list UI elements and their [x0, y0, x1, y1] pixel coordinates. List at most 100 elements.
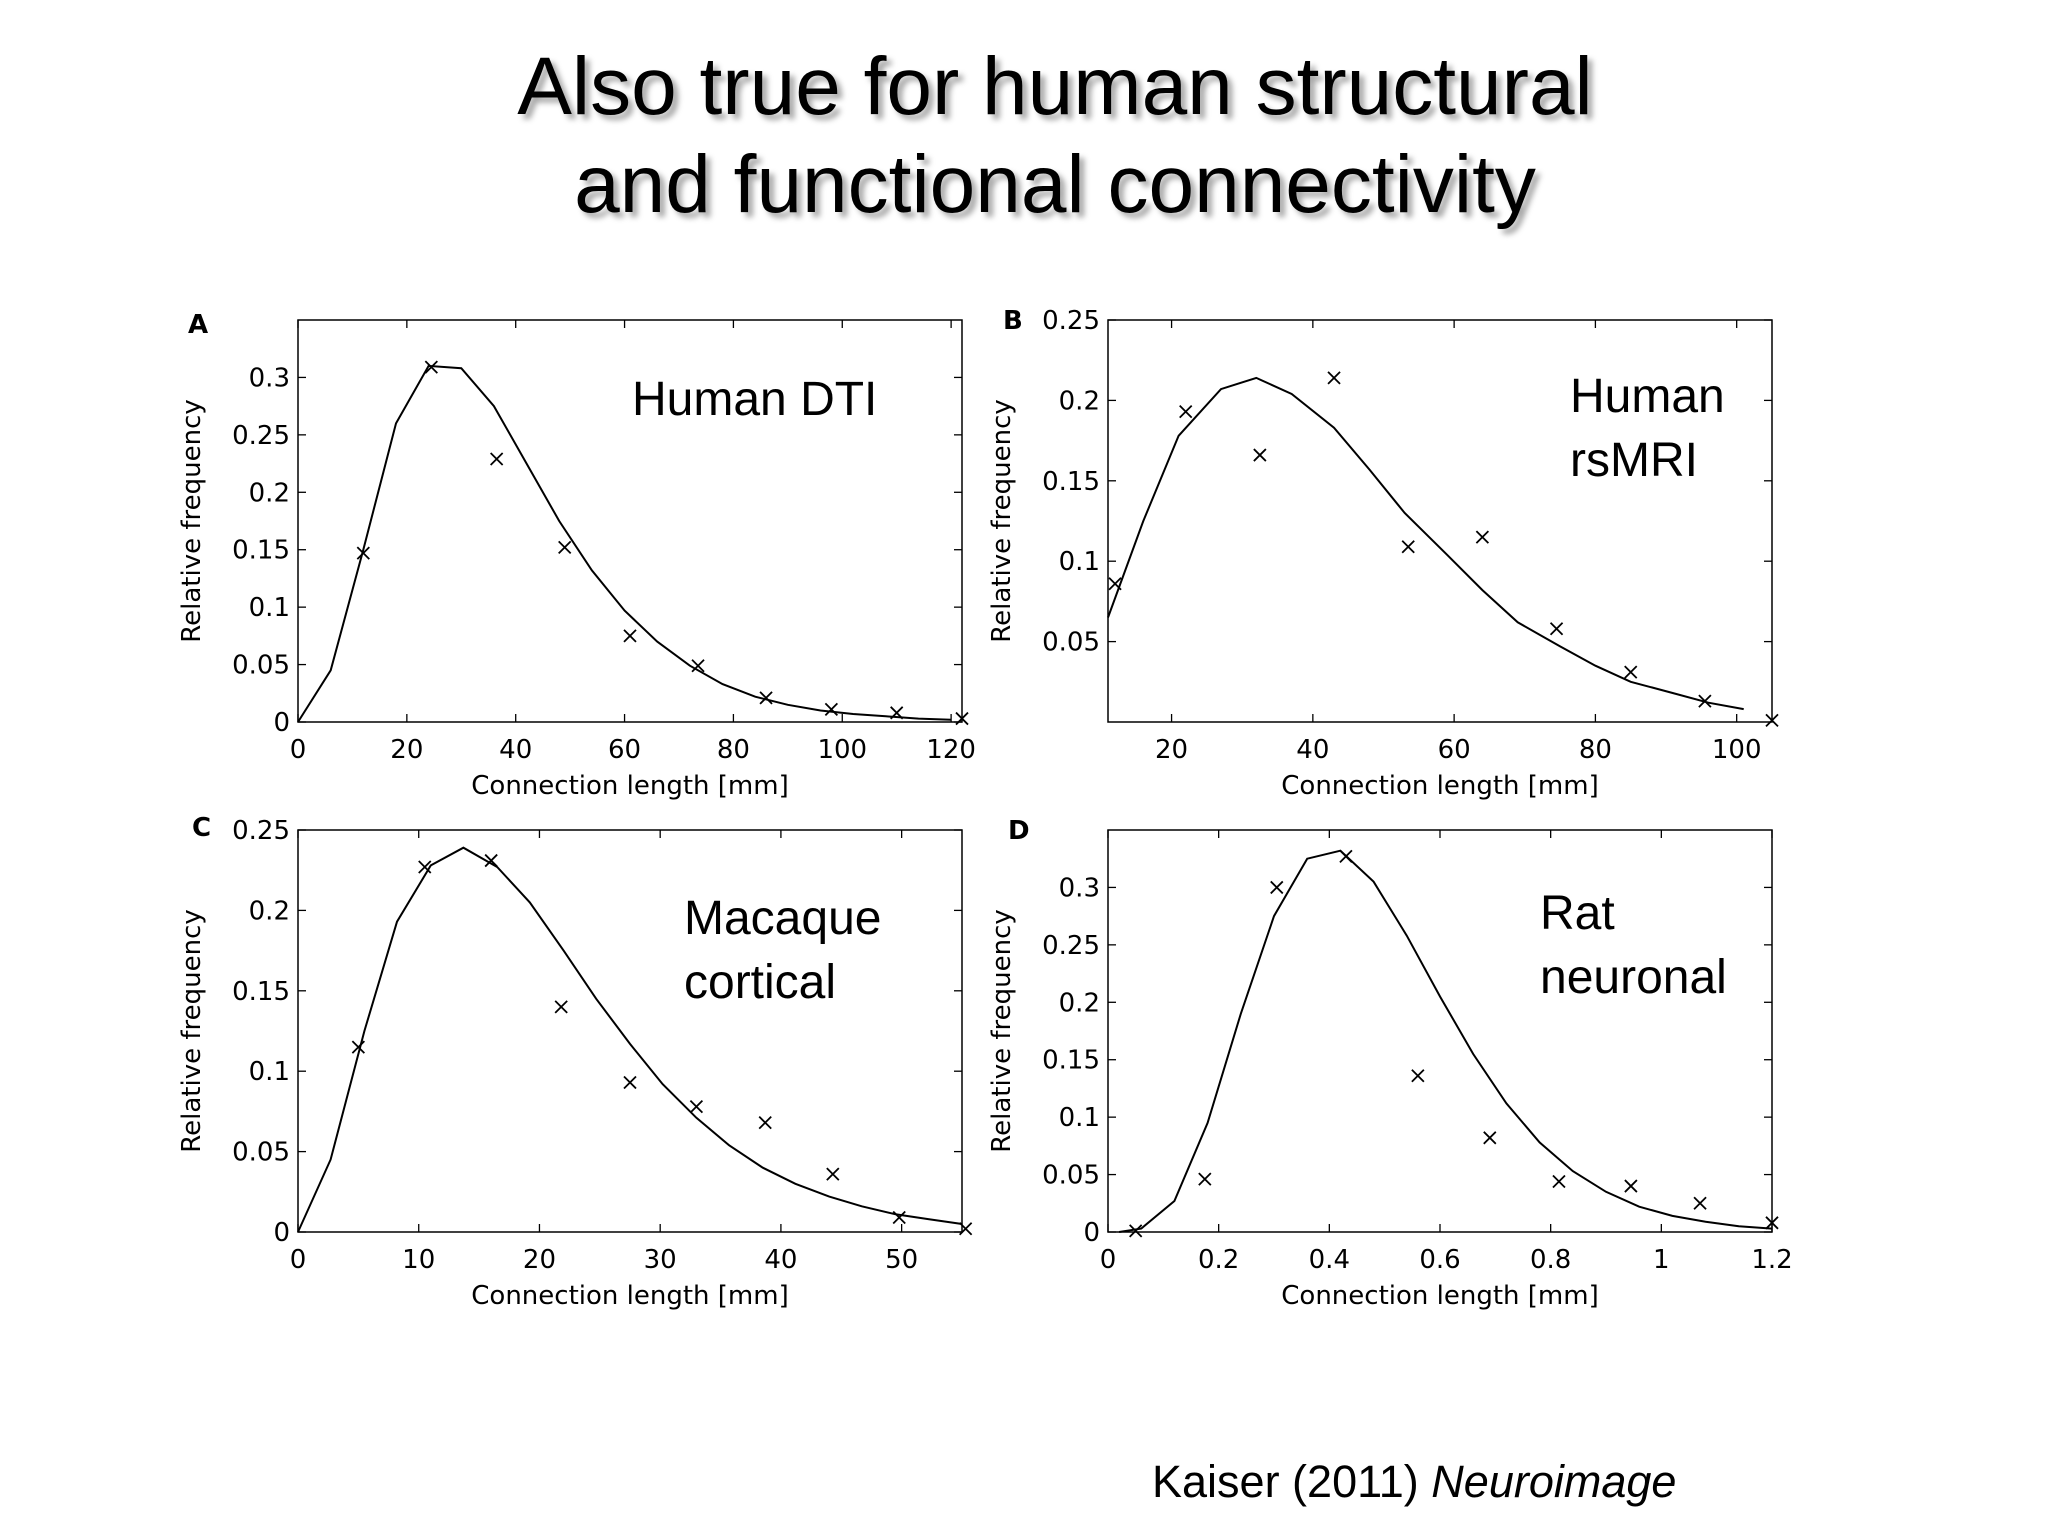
x-tick-label: 0.2 [1198, 1245, 1239, 1275]
data-point-marker [892, 1210, 906, 1225]
data-point-marker [1624, 1179, 1638, 1193]
data-point-marker [424, 360, 438, 374]
data-point-marker [1129, 1224, 1143, 1238]
data-point-marker [351, 1040, 366, 1054]
x-tick-label: 10 [402, 1245, 435, 1275]
y-tick-label: 0.1 [1059, 1103, 1100, 1133]
x-tick-label: 0 [290, 735, 307, 765]
data-point-marker [691, 659, 705, 673]
slide-title-line-1: Also true for human structural [517, 41, 1593, 132]
x-axis-label: Connection length [mm] [1281, 1281, 1598, 1311]
fit-curve [297, 846, 963, 1233]
data-point-marker [418, 860, 432, 874]
x-tick-label: 20 [1155, 735, 1188, 765]
y-tick-label: 0.25 [1042, 306, 1100, 336]
data-point-marker [1552, 1174, 1566, 1189]
data-point-marker [1270, 880, 1284, 895]
x-tick-label: 120 [926, 735, 976, 765]
x-axis-label: Connection length [mm] [1281, 771, 1598, 801]
data-point-marker [1549, 622, 1564, 636]
panel-annotation-line: cortical [684, 956, 836, 1009]
x-tick-label: 100 [817, 735, 867, 765]
x-tick-label: 60 [1438, 735, 1471, 765]
data-point-marker [554, 1000, 568, 1014]
data-point-marker [623, 629, 637, 643]
panel-c: 0 10 20 30 40 50 0 0.05 0.1 0.15 0.2 0.25 Connection… [177, 813, 973, 1311]
y-tick-label: 0.2 [249, 896, 290, 926]
y-tick-label: 0 [273, 708, 290, 738]
data-point-marker [490, 452, 504, 466]
y-tick-label: 0.05 [1042, 1161, 1100, 1191]
x-tick-label: 0 [1100, 1245, 1117, 1275]
data-point-marker [955, 711, 969, 726]
fit-curve [297, 364, 952, 723]
y-tick-label: 0.1 [249, 1057, 290, 1087]
y-tick-label: 0.3 [1059, 873, 1100, 903]
y-tick-label: 0.2 [1059, 386, 1100, 416]
x-tick-label: 0 [290, 1245, 307, 1275]
data-point-marker [1765, 1216, 1779, 1230]
data-point-marker [689, 1099, 704, 1114]
data-point-marker [356, 546, 370, 560]
y-tick-label: 0.3 [249, 363, 290, 393]
citation-journal: Neuroimage [1431, 1456, 1677, 1507]
x-tick-label: 60 [608, 735, 641, 765]
y-axis-label: Relative frequency [177, 909, 207, 1153]
y-tick-label: 0 [1083, 1218, 1100, 1248]
data-point-marker [1108, 577, 1122, 591]
x-tick-label: 30 [644, 1245, 677, 1275]
panel-annotation-line: rsMRI [1570, 434, 1698, 487]
citation: Kaiser (2011) Neuroimage [1152, 1456, 1676, 1508]
panel-annotation-line: Human [1570, 370, 1725, 423]
data-point-marker [558, 540, 572, 555]
slide-title: Also true for human structural and funct… [0, 38, 2048, 234]
data-point-marker [484, 853, 498, 868]
panel-annotation-line: Macaque [684, 892, 881, 945]
y-tick-label: 0.15 [1042, 467, 1100, 497]
y-tick-label: 0 [273, 1218, 290, 1248]
x-tick-label: 1.2 [1751, 1245, 1792, 1275]
x-tick-label: 40 [499, 735, 532, 765]
panel-annotation-line: Human DTI [632, 373, 877, 426]
data-point-marker [1624, 665, 1638, 679]
panel-label: B [1003, 306, 1023, 336]
x-tick-label: 0.6 [1419, 1245, 1460, 1275]
fit-curve [1118, 849, 1773, 1233]
panel-annotation-line: neuronal [1540, 951, 1727, 1004]
data-point-marker [1411, 1069, 1425, 1083]
y-tick-label: 0.2 [1059, 988, 1100, 1018]
y-tick-label: 0.25 [232, 421, 290, 451]
panel-annotation-line: Rat [1540, 887, 1615, 940]
plot-frame [297, 319, 963, 723]
x-tick-label: 80 [1579, 735, 1612, 765]
x-tick-label: 40 [764, 1245, 797, 1275]
data-point-marker [759, 691, 773, 705]
y-tick-label: 0.15 [1042, 1046, 1100, 1076]
y-axis-label: Relative frequency [987, 399, 1017, 643]
citation-author: Kaiser (2011) [1152, 1456, 1432, 1507]
y-tick-label: 0.25 [1042, 931, 1100, 961]
panel-label: D [1008, 816, 1030, 846]
data-point-marker [1339, 849, 1353, 864]
data-point-marker [1693, 1196, 1707, 1210]
y-tick-label: 0.05 [232, 1138, 290, 1168]
data-point-marker [623, 1075, 637, 1090]
panel-a: 0 20 40 60 80 100 120 0 0.05 0.1 0.15 0.2 0.25 0.3 Con… [177, 310, 976, 801]
data-point-marker [1698, 694, 1712, 708]
y-tick-label: 0.05 [232, 651, 290, 681]
x-tick-label: 0.4 [1309, 1245, 1350, 1275]
y-tick-label: 0.1 [249, 593, 290, 623]
data-point-marker [1475, 530, 1490, 544]
data-point-marker [1179, 405, 1193, 419]
y-tick-label: 0.05 [1042, 628, 1100, 658]
x-tick-label: 80 [717, 735, 750, 765]
x-tick-label: 20 [390, 735, 423, 765]
y-axis-label: Relative frequency [177, 399, 207, 643]
data-point-marker [824, 702, 839, 717]
plot-frame [297, 829, 963, 1233]
data-point-marker [1198, 1172, 1212, 1186]
plot-frame [1107, 319, 1773, 723]
x-axis-label: Connection length [mm] [471, 771, 788, 801]
fit-curve [1107, 376, 1744, 711]
